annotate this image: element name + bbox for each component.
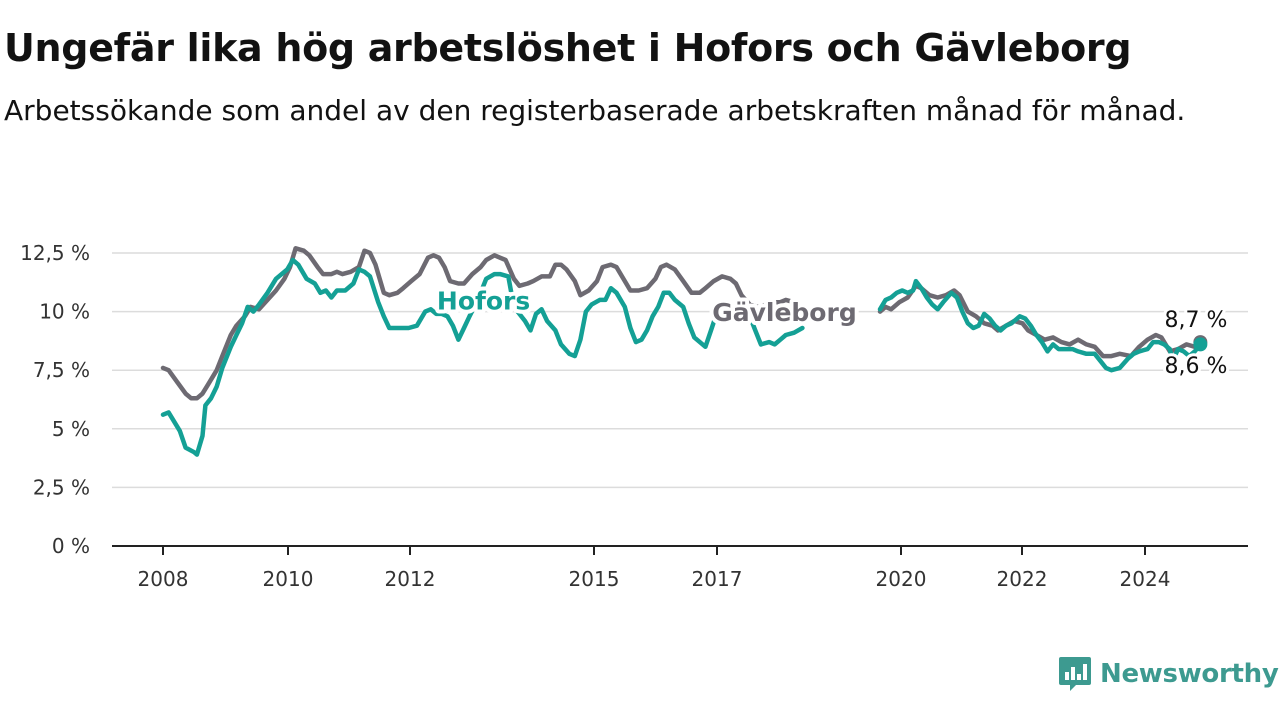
series-label-gavleborg: Gävleborg [712, 298, 857, 327]
axes: 0 % 2,5 % 5 % 7,5 % 10 % 12,5 % 2008 2010 2012 20… [20, 241, 1248, 591]
x-tick-label-5: 2020 [876, 567, 927, 591]
y-tick-label-2: 5 % [52, 417, 90, 441]
x-tick-label-7: 2024 [1120, 567, 1171, 591]
x-tick-label-1: 2010 [263, 567, 314, 591]
x-tick-label-0: 2008 [138, 567, 189, 591]
series-label-hofors: Hofors [437, 286, 530, 315]
chart-title: Ungefär lika hög arbetslöshet i Hofors o… [4, 26, 1132, 70]
brand-name: Newsworthy [1100, 659, 1279, 689]
end-label-hofors: 8,6 % [1165, 354, 1228, 379]
series-line-gavleborg-1 [877, 283, 1203, 359]
y-tick-label-3: 7,5 % [33, 358, 90, 382]
chart-subtitle: Arbetssökande som andel av den registerb… [4, 94, 1186, 127]
series-line-hofors-1 [877, 278, 1203, 373]
end-label-halo-gavleborg: 8,7 % [1165, 308, 1228, 333]
x-tick-label-4: 2017 [692, 567, 743, 591]
brand-logo[interactable]: Newsworthy [1058, 654, 1279, 694]
series-label-halo-hofors: Hofors [437, 286, 530, 315]
x-tick-label-6: 2022 [997, 567, 1048, 591]
series-label-halo-gavleborg: Gävleborg [712, 298, 857, 327]
series-line-hofors-0 [160, 257, 805, 457]
y-tick-label-0: 0 % [52, 534, 90, 558]
series-line-gavleborg-0 [160, 246, 805, 401]
y-tick-label-5: 12,5 % [20, 241, 90, 265]
newsworthy-logo-icon [1059, 657, 1091, 691]
end-point-hofors [1193, 337, 1208, 352]
gridlines [112, 252, 1248, 489]
end-label-gavleborg: 8,7 % [1165, 308, 1228, 333]
x-tick-label-3: 2015 [569, 567, 620, 591]
x-tick-label-2: 2012 [385, 567, 436, 591]
end-label-halo-hofors: 8,6 % [1165, 354, 1228, 379]
series-lines [160, 246, 1208, 457]
y-tick-label-1: 2,5 % [33, 475, 90, 499]
y-tick-label-4: 10 % [39, 300, 90, 324]
